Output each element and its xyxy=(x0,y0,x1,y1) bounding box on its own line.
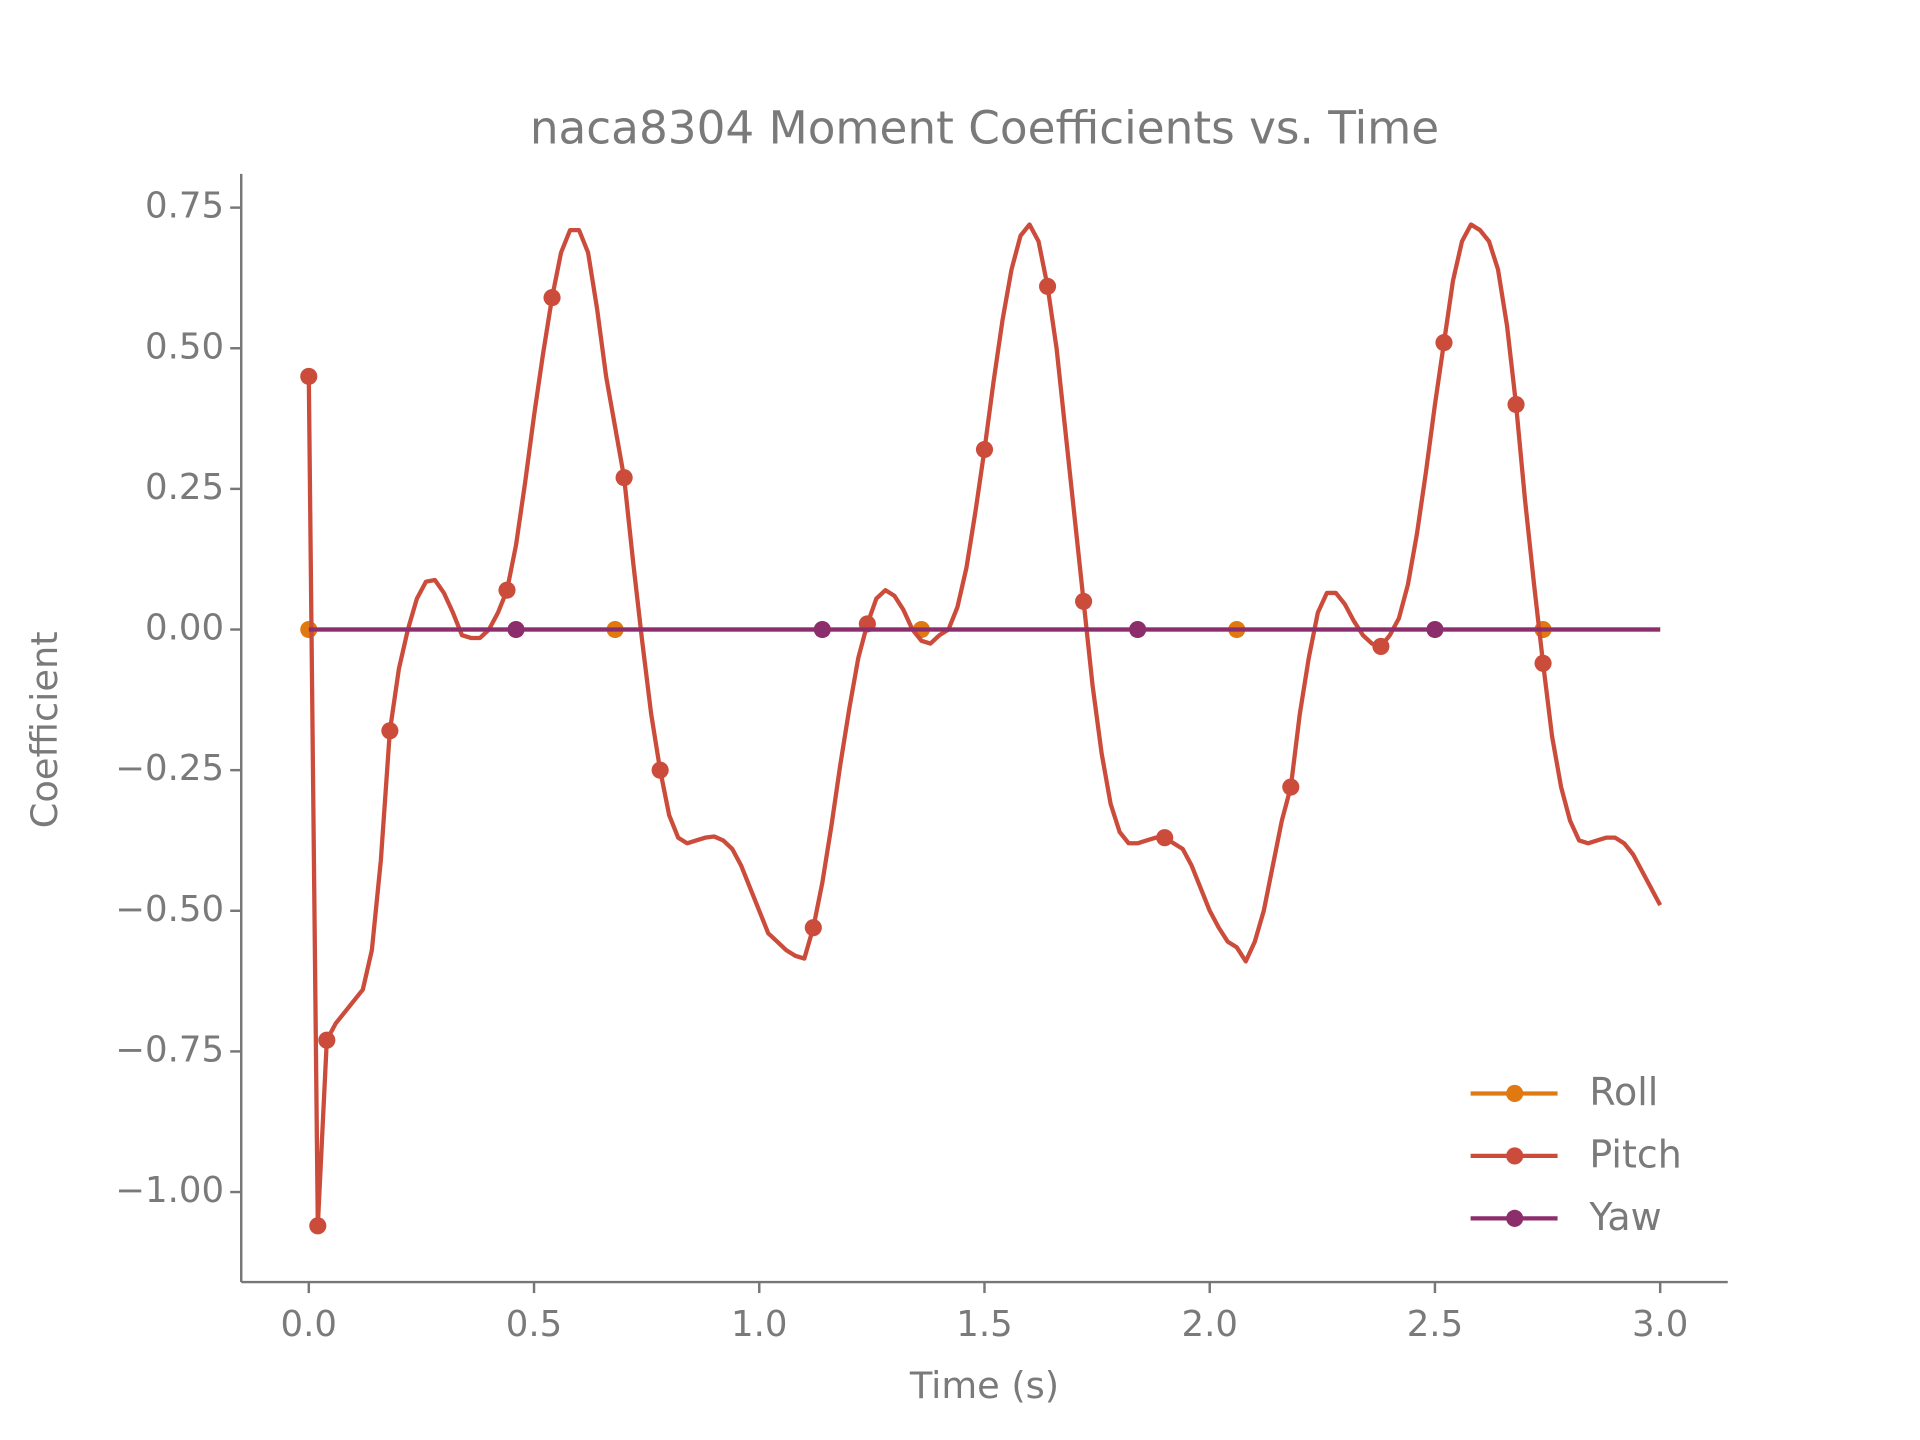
data-point xyxy=(381,722,399,740)
data-point xyxy=(1282,778,1300,796)
data-point xyxy=(1534,654,1552,672)
data-point xyxy=(813,620,831,639)
data-point xyxy=(1507,395,1525,414)
data-point xyxy=(1129,620,1147,639)
data-point xyxy=(498,581,516,599)
legend-marker xyxy=(1506,1209,1524,1227)
y-tick-label: 0.75 xyxy=(145,186,224,227)
data-point xyxy=(300,367,318,385)
data-point xyxy=(975,440,994,459)
data-point xyxy=(1426,620,1444,639)
data-point xyxy=(1038,277,1057,295)
chart-title: naca8304 Moment Coefficients vs. Time xyxy=(530,102,1439,155)
data-point xyxy=(1435,334,1453,352)
series-line xyxy=(306,222,1663,1228)
legend-label: Roll xyxy=(1589,1070,1658,1114)
y-tick-label: −1.00 xyxy=(115,1170,224,1211)
y-tick-label: 0.00 xyxy=(145,608,224,649)
legend-marker xyxy=(1506,1084,1524,1103)
x-tick-label: 0.5 xyxy=(506,1304,562,1345)
data-point xyxy=(543,289,561,307)
data-point xyxy=(507,620,525,639)
data-point xyxy=(615,469,633,487)
x-tick-label: 1.0 xyxy=(731,1304,787,1345)
y-tick-label: −0.75 xyxy=(115,1029,224,1070)
y-tick-label: 0.25 xyxy=(145,467,224,508)
legend-marker xyxy=(1506,1147,1524,1165)
y-tick-label: −0.50 xyxy=(115,889,224,930)
x-tick-label: 3.0 xyxy=(1632,1304,1688,1345)
data-point xyxy=(1372,637,1390,655)
data-point xyxy=(318,1031,336,1049)
legend-label: Pitch xyxy=(1589,1133,1681,1177)
x-tick-label: 0.0 xyxy=(281,1304,337,1345)
y-tick-label: 0.50 xyxy=(145,326,224,367)
data-point xyxy=(651,761,669,779)
x-tick-label: 2.0 xyxy=(1181,1304,1237,1345)
y-axis-label: Coefficient xyxy=(23,631,66,828)
x-tick-label: 2.5 xyxy=(1407,1304,1463,1345)
data-point xyxy=(804,919,822,937)
x-tick-label: 1.5 xyxy=(956,1304,1012,1345)
legend-label: Yaw xyxy=(1588,1195,1661,1239)
data-point xyxy=(1075,592,1093,610)
data-point xyxy=(1156,829,1174,847)
y-tick-label: −0.25 xyxy=(115,748,224,789)
data-point xyxy=(309,1217,327,1235)
x-axis-label: Time (s) xyxy=(909,1364,1059,1407)
